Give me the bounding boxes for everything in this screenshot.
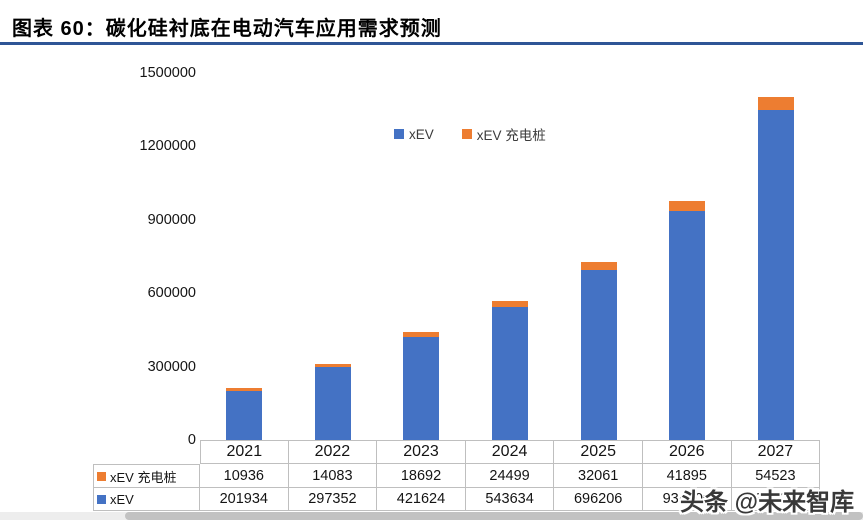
year-header-cell: 2022	[288, 440, 378, 464]
legend-swatch-icon	[394, 129, 404, 139]
bar-charger-2025	[580, 261, 617, 270]
row-label-cell: xEV	[93, 488, 200, 511]
bar-charger-2022	[314, 363, 351, 368]
bar-xev-2027	[757, 110, 794, 440]
legend-label: xEV	[409, 126, 434, 142]
table-value-cell: 32061	[554, 464, 643, 488]
row-label-cell: xEV 充电桩	[93, 464, 200, 488]
y-axis-tick-label: 1200000	[139, 138, 196, 155]
title-rule-divider	[0, 42, 863, 45]
bar-charger-2027	[757, 96, 794, 111]
table-value-cell: 297352	[288, 488, 378, 511]
chart-legend: xEV xEV 充电桩	[394, 124, 546, 144]
bar-charger-2026	[669, 201, 706, 212]
row-swatch-icon	[97, 471, 106, 481]
year-header-cell: 2021	[200, 440, 289, 464]
bar-charger-2021	[226, 387, 263, 391]
table-value-cell: 421624	[377, 488, 466, 511]
bar-charger-2024	[492, 300, 528, 307]
table-corner-cell	[93, 440, 200, 464]
bar-xev-2022	[314, 367, 351, 440]
table-value-cell: 14083	[288, 464, 378, 488]
watermark-text: 头条 @未来智库	[680, 489, 855, 516]
legend-item-0: xEV	[394, 127, 434, 142]
year-header-cell: 2025	[554, 440, 643, 464]
page-title: 图表 60：碳化硅衬底在电动汽车应用需求预测	[12, 18, 442, 40]
legend-label: xEV 充电桩	[476, 128, 546, 143]
year-header-cell: 2023	[377, 440, 466, 464]
legend-item-1: xEV 充电桩	[461, 124, 546, 144]
table-value-cell: 41895	[642, 464, 732, 488]
scrollbar-thumb[interactable]	[125, 512, 863, 520]
y-axis-tick-label: 300000	[147, 358, 196, 375]
table-value-cell: 24499	[465, 464, 555, 488]
table-value-cell: 543634	[465, 488, 555, 511]
table-value-cell: 1348000	[731, 488, 821, 511]
bar-xev-2021	[226, 390, 263, 440]
y-axis-tick-label: 900000	[147, 211, 196, 228]
year-header-cell: 2026	[642, 440, 732, 464]
bar-charger-2023	[403, 332, 440, 337]
table-value-cell: 10936	[200, 464, 289, 488]
y-axis-tick-label: 1500000	[139, 65, 196, 81]
y-axis-tick-label: 0	[187, 432, 196, 448]
bar-xev-2025	[580, 269, 617, 440]
bar-xev-2024	[492, 306, 528, 440]
row-label: xEV	[110, 491, 134, 507]
table-value-cell: 696206	[554, 488, 643, 511]
year-header-cell: 2024	[465, 440, 555, 464]
table-value-cell: 201934	[200, 488, 289, 511]
legend-swatch-icon	[461, 129, 472, 139]
data-table: 2021 2022 2023 2024 2025 2026 2027 xEV 充电桩 10936…	[93, 440, 821, 511]
y-axis-tick-label: 600000	[147, 285, 196, 302]
bar-xev-2026	[669, 211, 706, 440]
row-label: xEV 充电桩	[110, 469, 177, 485]
year-header-cell: 2027	[731, 440, 821, 464]
bar-xev-2023	[403, 336, 440, 440]
row-swatch-icon	[97, 494, 106, 504]
table-value-cell: 934000	[642, 488, 732, 511]
table-value-cell: 18692	[377, 464, 466, 488]
stacked-bar-chart: xEV xEV 充电桩 1500000 1200000 900000 600000 300…	[0, 45, 863, 520]
horizontal-scrollbar[interactable]	[0, 512, 863, 520]
table-value-cell: 54523	[731, 464, 821, 488]
